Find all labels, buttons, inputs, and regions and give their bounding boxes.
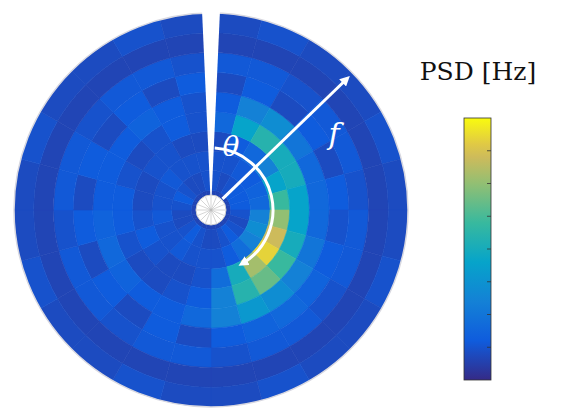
cell: [40, 299, 85, 350]
cell: [211, 381, 262, 407]
cell: [382, 210, 408, 261]
hub-spoke: [211, 210, 225, 211]
colorbar-notch: [487, 347, 491, 348]
cell: [365, 256, 402, 309]
chart: θ f PSD [Hz]: [0, 0, 564, 418]
colorbar-notch: [487, 281, 491, 282]
cell: [40, 71, 85, 122]
cell: [113, 20, 166, 57]
hub-spoke: [198, 210, 211, 215]
cell: [365, 112, 402, 165]
cell: [230, 200, 250, 210]
cell: [152, 210, 173, 225]
gap-wedge: [202, 10, 220, 210]
cell: [336, 299, 381, 350]
cell: [21, 112, 58, 165]
f-label: f: [326, 116, 344, 151]
hub-spoke: [211, 210, 216, 223]
cell: [306, 210, 329, 241]
colorbar-notch: [487, 183, 491, 184]
cell: [257, 364, 310, 401]
hub-spoke: [211, 196, 212, 210]
hub-spoke: [211, 205, 224, 210]
cell: [300, 335, 351, 380]
cell: [249, 195, 270, 210]
hub-spoke: [211, 210, 221, 220]
cell: [287, 185, 309, 210]
cell: [211, 267, 231, 289]
cell: [306, 179, 329, 210]
hub-spoke: [201, 200, 211, 210]
cell: [160, 381, 211, 407]
cell: [382, 159, 408, 210]
cell: [180, 305, 211, 328]
hub-spoke: [206, 197, 211, 210]
colorbar-label: PSD [Hz]: [420, 57, 536, 86]
cell: [14, 210, 40, 261]
cell: [93, 210, 116, 241]
f-arrow: [223, 79, 347, 199]
cell: [14, 159, 40, 210]
cell: [211, 305, 242, 328]
hub-spoke: [211, 210, 212, 224]
cell: [300, 39, 351, 84]
cell: [211, 286, 236, 308]
cell: [211, 248, 226, 269]
cell: [72, 39, 123, 84]
theta-arrow: [215, 148, 273, 264]
colorbar: [464, 118, 491, 380]
cell: [113, 364, 166, 401]
hub-spoke: [211, 200, 221, 210]
cell: [132, 210, 154, 230]
hub: [196, 195, 226, 225]
cell: [211, 229, 221, 249]
cell: [72, 335, 123, 380]
cell: [257, 20, 310, 57]
theta-label: θ: [223, 130, 240, 163]
hub-spoke: [201, 210, 211, 220]
cell: [336, 71, 381, 122]
colorbar-notch: [487, 216, 491, 217]
cell: [93, 179, 116, 210]
colorbar-notch: [487, 314, 491, 315]
cell: [172, 210, 192, 220]
colorbar-notch: [487, 249, 491, 250]
cell: [21, 256, 58, 309]
cell: [113, 210, 135, 235]
colorbar-notch: [487, 150, 491, 151]
hub-spoke: [197, 210, 211, 211]
